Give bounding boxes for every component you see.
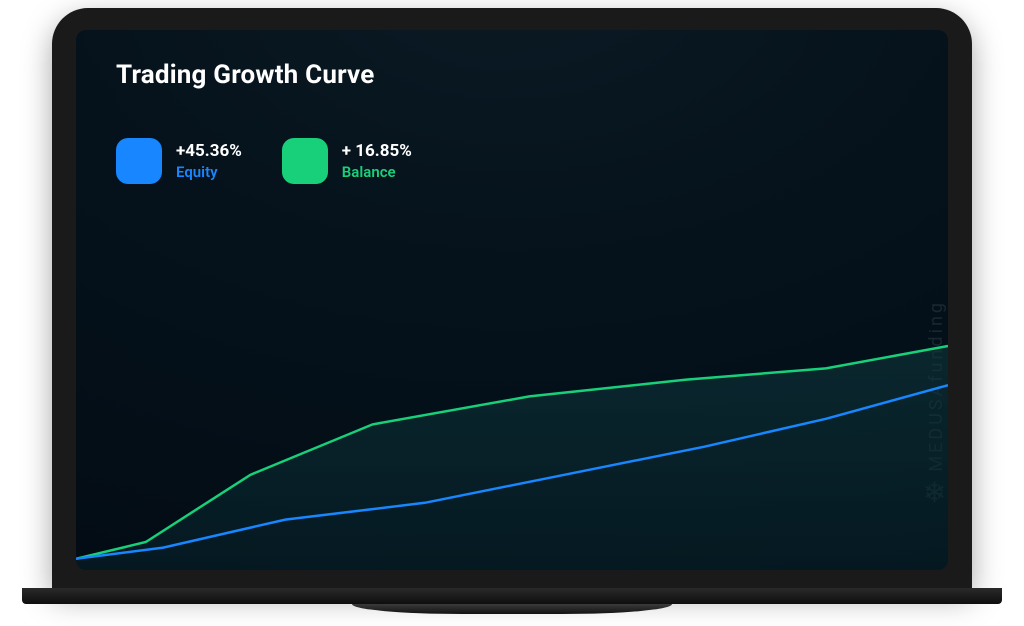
swatch-equity [116, 138, 162, 184]
laptop-base-foot [352, 604, 672, 614]
balance-label: Balance [342, 163, 412, 181]
swatch-balance [282, 138, 328, 184]
equity-label: Equity [176, 163, 242, 181]
page-title: Trading Growth Curve [116, 60, 374, 90]
legend-item-equity: +45.36% Equity [116, 138, 242, 184]
growth-chart [76, 290, 948, 570]
balance-value: + 16.85% [342, 141, 412, 161]
equity-value: +45.36% [176, 141, 242, 161]
laptop-base-slab [22, 588, 1002, 604]
laptop-frame: Trading Growth Curve +45.36% Equity + 16… [52, 8, 972, 588]
legend-text-equity: +45.36% Equity [176, 141, 242, 181]
legend-item-balance: + 16.85% Balance [282, 138, 412, 184]
laptop-base [22, 588, 1002, 614]
screen: Trading Growth Curve +45.36% Equity + 16… [76, 30, 948, 570]
legend: +45.36% Equity + 16.85% Balance [116, 138, 412, 184]
legend-text-balance: + 16.85% Balance [342, 141, 412, 181]
